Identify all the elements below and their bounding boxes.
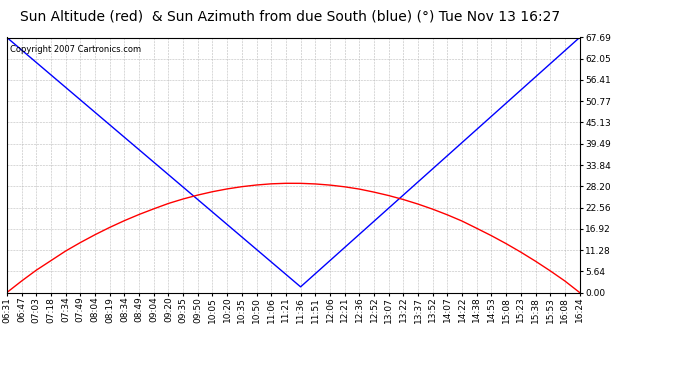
Text: Copyright 2007 Cartronics.com: Copyright 2007 Cartronics.com	[10, 45, 141, 54]
Text: Sun Altitude (red)  & Sun Azimuth from due South (blue) (°) Tue Nov 13 16:27: Sun Altitude (red) & Sun Azimuth from du…	[20, 9, 560, 23]
